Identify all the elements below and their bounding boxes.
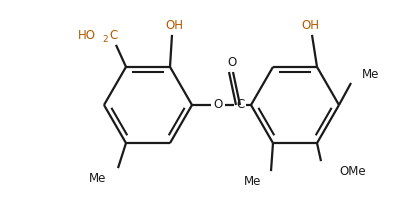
Text: Me: Me: [363, 67, 380, 81]
Text: C: C: [109, 29, 117, 42]
Text: OH: OH: [165, 19, 183, 32]
Text: O: O: [213, 99, 223, 111]
Text: HO: HO: [78, 29, 96, 42]
Text: Me: Me: [89, 172, 107, 185]
Text: OMe: OMe: [339, 165, 366, 178]
Text: C: C: [236, 99, 244, 111]
Text: Me: Me: [244, 175, 262, 188]
Text: OH: OH: [301, 19, 319, 32]
Text: O: O: [227, 57, 237, 69]
Text: 2: 2: [102, 35, 108, 44]
